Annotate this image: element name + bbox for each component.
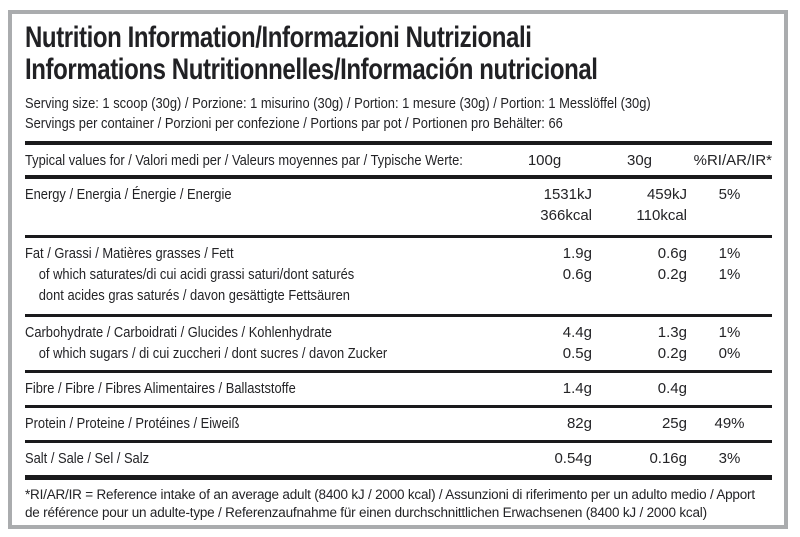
value-per-100g: 82g xyxy=(566,415,592,432)
table-row: dont acides gras saturés / davon gesätti… xyxy=(25,285,772,306)
value-per-30g: 0.16g xyxy=(649,450,687,467)
value-per-30g: 0.2g xyxy=(657,266,687,283)
servings-per-container-line: Servings per container / Porzioni per co… xyxy=(25,115,563,132)
divider xyxy=(25,440,772,443)
row-label: Protein / Proteine / Protéines / Eiweiß xyxy=(25,415,240,432)
value-per-30g: 0.2g xyxy=(657,345,687,362)
row-label: Fibre / Fibre / Fibres Alimentaires / Ba… xyxy=(25,380,296,397)
row-salt: Salt / Sale / Sel / Salz 0.54g 0.16g 3% xyxy=(25,443,772,475)
value-per-30g: 459kJ xyxy=(646,186,687,203)
serving-size-line: Serving size: 1 scoop (30g) / Porzione: … xyxy=(25,95,651,112)
value-ri: 3% xyxy=(718,450,741,467)
row-fat: Fat / Grassi / Matières grasses / Fett 1… xyxy=(25,238,772,314)
value-per-100g: 1531kJ xyxy=(543,186,592,203)
column-header-30g: 30g xyxy=(626,152,653,169)
row-label: Energy / Energia / Énergie / Energie xyxy=(25,186,232,203)
title-line-2: Informations Nutritionnelles/Información… xyxy=(25,53,598,86)
table-row: Protein / Proteine / Protéines / Eiweiß … xyxy=(25,413,772,434)
row-protein: Protein / Proteine / Protéines / Eiweiß … xyxy=(25,408,772,440)
value-per-30g: 25g xyxy=(661,415,687,432)
divider-top xyxy=(25,141,772,145)
value-per-30g: 110kcal xyxy=(636,207,687,224)
row-label: Salt / Sale / Sel / Salz xyxy=(25,450,150,467)
value-ri: 0% xyxy=(718,345,741,362)
value-per-100g: 1.4g xyxy=(562,380,592,397)
value-ri: 5% xyxy=(718,186,741,203)
value-per-30g: 0.6g xyxy=(657,245,687,262)
value-per-100g: 0.54g xyxy=(554,450,592,467)
value-per-30g: 1.3g xyxy=(657,324,687,341)
table-row: Fibre / Fibre / Fibres Alimentaires / Ba… xyxy=(25,378,772,399)
value-per-100g: 4.4g xyxy=(562,324,592,341)
page-title: Nutrition Information/Informazioni Nutri… xyxy=(25,22,772,86)
value-per-100g: 1.9g xyxy=(562,245,592,262)
value-ri: 1% xyxy=(718,324,741,341)
value-per-30g: 0.4g xyxy=(657,380,687,397)
table-row: of which saturates/di cui acidi grassi s… xyxy=(25,264,772,285)
divider-bottom xyxy=(25,475,772,480)
divider xyxy=(25,314,772,317)
row-carbohydrate: Carbohydrate / Carboidrati / Glucides / … xyxy=(25,317,772,370)
row-label: of which saturates/di cui acidi grassi s… xyxy=(38,266,355,283)
value-ri: 1% xyxy=(718,245,741,262)
table-row: Salt / Sale / Sel / Salz 0.54g 0.16g 3% xyxy=(25,448,772,469)
row-label: dont acides gras saturés / davon gesätti… xyxy=(38,287,350,304)
row-label: of which sugars / di cui zuccheri / dont… xyxy=(38,345,388,362)
value-per-100g: 0.6g xyxy=(562,266,592,283)
value-ri: 49% xyxy=(714,415,745,432)
header-label: Typical values for / Valori medi per / V… xyxy=(25,152,463,169)
value-ri: 1% xyxy=(718,266,741,283)
divider-header xyxy=(25,175,772,179)
serving-info: Serving size: 1 scoop (30g) / Porzione: … xyxy=(25,94,772,134)
table-header-row: Typical values for / Valori medi per / V… xyxy=(25,145,772,175)
table-row: Carbohydrate / Carboidrati / Glucides / … xyxy=(25,322,772,343)
row-label: Carbohydrate / Carboidrati / Glucides / … xyxy=(25,324,332,341)
table-row: of which sugars / di cui zuccheri / dont… xyxy=(25,343,772,364)
column-header-100g: 100g xyxy=(527,152,562,169)
row-fibre: Fibre / Fibre / Fibres Alimentaires / Ba… xyxy=(25,373,772,405)
table-row: 366kcal 110kcal xyxy=(25,205,772,226)
reference-intake-footnote: *RI/AR/IR = Reference intake of an avera… xyxy=(25,487,755,520)
title-line-1: Nutrition Information/Informazioni Nutri… xyxy=(25,21,532,54)
value-per-100g: 0.5g xyxy=(562,345,592,362)
row-label: Fat / Grassi / Matières grasses / Fett xyxy=(25,245,234,262)
divider xyxy=(25,235,772,238)
table-row: Fat / Grassi / Matières grasses / Fett 1… xyxy=(25,243,772,264)
value-per-100g: 366kcal xyxy=(540,207,592,224)
column-header-ri: %RI/AR/IR* xyxy=(693,152,772,169)
divider xyxy=(25,405,772,408)
row-energy: Energy / Energia / Énergie / Energie 153… xyxy=(25,179,772,235)
divider xyxy=(25,370,772,373)
nutrition-label: Nutrition Information/Informazioni Nutri… xyxy=(8,10,788,529)
table-row: Energy / Energia / Énergie / Energie 153… xyxy=(25,184,772,205)
